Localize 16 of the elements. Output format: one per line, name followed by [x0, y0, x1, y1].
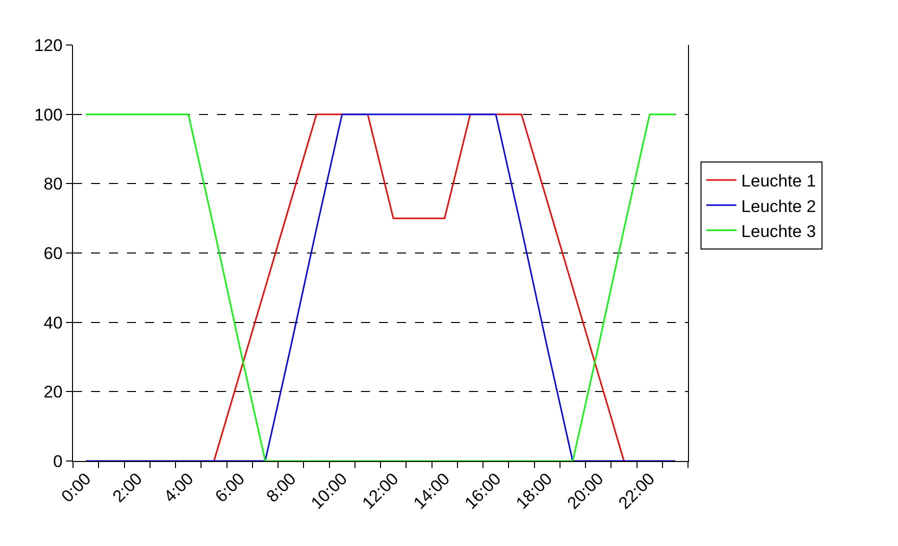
- y-tick-label: 40: [44, 313, 63, 332]
- y-tick-label: 80: [44, 174, 63, 194]
- y-tick-label: 20: [44, 382, 63, 402]
- x-tick-label: 0:00: [58, 469, 95, 506]
- legend-label: Leuchte 3: [741, 222, 816, 241]
- y-tick-label: 100: [34, 105, 63, 124]
- line-series: [85, 114, 676, 461]
- y-tick-label: 120: [34, 36, 63, 55]
- x-tick-label: 8:00: [262, 469, 300, 506]
- x-tick-label: 6:00: [212, 469, 248, 506]
- legend-label: Leuchte 2: [741, 196, 816, 216]
- legend-label: Leuchte 1: [741, 172, 816, 191]
- x-tick-label: 4:00: [160, 469, 198, 506]
- y-tick-label: 0: [53, 452, 63, 471]
- y-tick-label: 60: [44, 244, 63, 263]
- line-series: [213, 114, 625, 461]
